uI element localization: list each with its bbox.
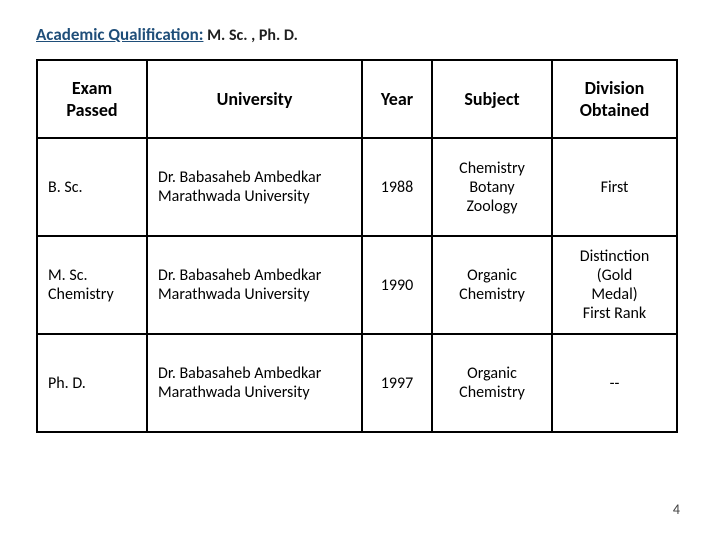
cell-division: --: [552, 334, 677, 432]
qualification-table: Exam Passed University Year Subject Divi…: [36, 59, 678, 433]
table-row: Ph. D. Dr. Babasaheb Ambedkar Marathwada…: [37, 334, 677, 432]
section-heading: Academic Qualification: M. Sc. , Ph. D.: [36, 24, 684, 45]
col-subject: Subject: [432, 60, 552, 138]
cell-exam: Ph. D.: [37, 334, 147, 432]
cell-division: First: [552, 138, 677, 236]
table-row: M. Sc. Chemistry Dr. Babasaheb Ambedkar …: [37, 236, 677, 334]
cell-university: Dr. Babasaheb Ambedkar Marathwada Univer…: [147, 138, 362, 236]
cell-division: Distinction (Gold Medal) First Rank: [552, 236, 677, 334]
cell-exam: B. Sc.: [37, 138, 147, 236]
cell-year: 1997: [362, 334, 432, 432]
cell-year: 1988: [362, 138, 432, 236]
table-row: B. Sc. Dr. Babasaheb Ambedkar Marathwada…: [37, 138, 677, 236]
cell-subject: Chemistry Botany Zoology: [432, 138, 552, 236]
cell-university: Dr. Babasaheb Ambedkar Marathwada Univer…: [147, 236, 362, 334]
cell-subject: Organic Chemistry: [432, 236, 552, 334]
page: Academic Qualification: M. Sc. , Ph. D. …: [0, 0, 720, 540]
col-division: Division Obtained: [552, 60, 677, 138]
col-university: University: [147, 60, 362, 138]
table-header-row: Exam Passed University Year Subject Divi…: [37, 60, 677, 138]
cell-year: 1990: [362, 236, 432, 334]
cell-subject: Organic Chemistry: [432, 334, 552, 432]
page-number: 4: [673, 501, 680, 518]
cell-university: Dr. Babasaheb Ambedkar Marathwada Univer…: [147, 334, 362, 432]
col-year: Year: [362, 60, 432, 138]
col-exam: Exam Passed: [37, 60, 147, 138]
heading-suffix: M. Sc. , Ph. D.: [203, 26, 297, 45]
heading-title: Academic Qualification:: [36, 24, 203, 45]
cell-exam: M. Sc. Chemistry: [37, 236, 147, 334]
